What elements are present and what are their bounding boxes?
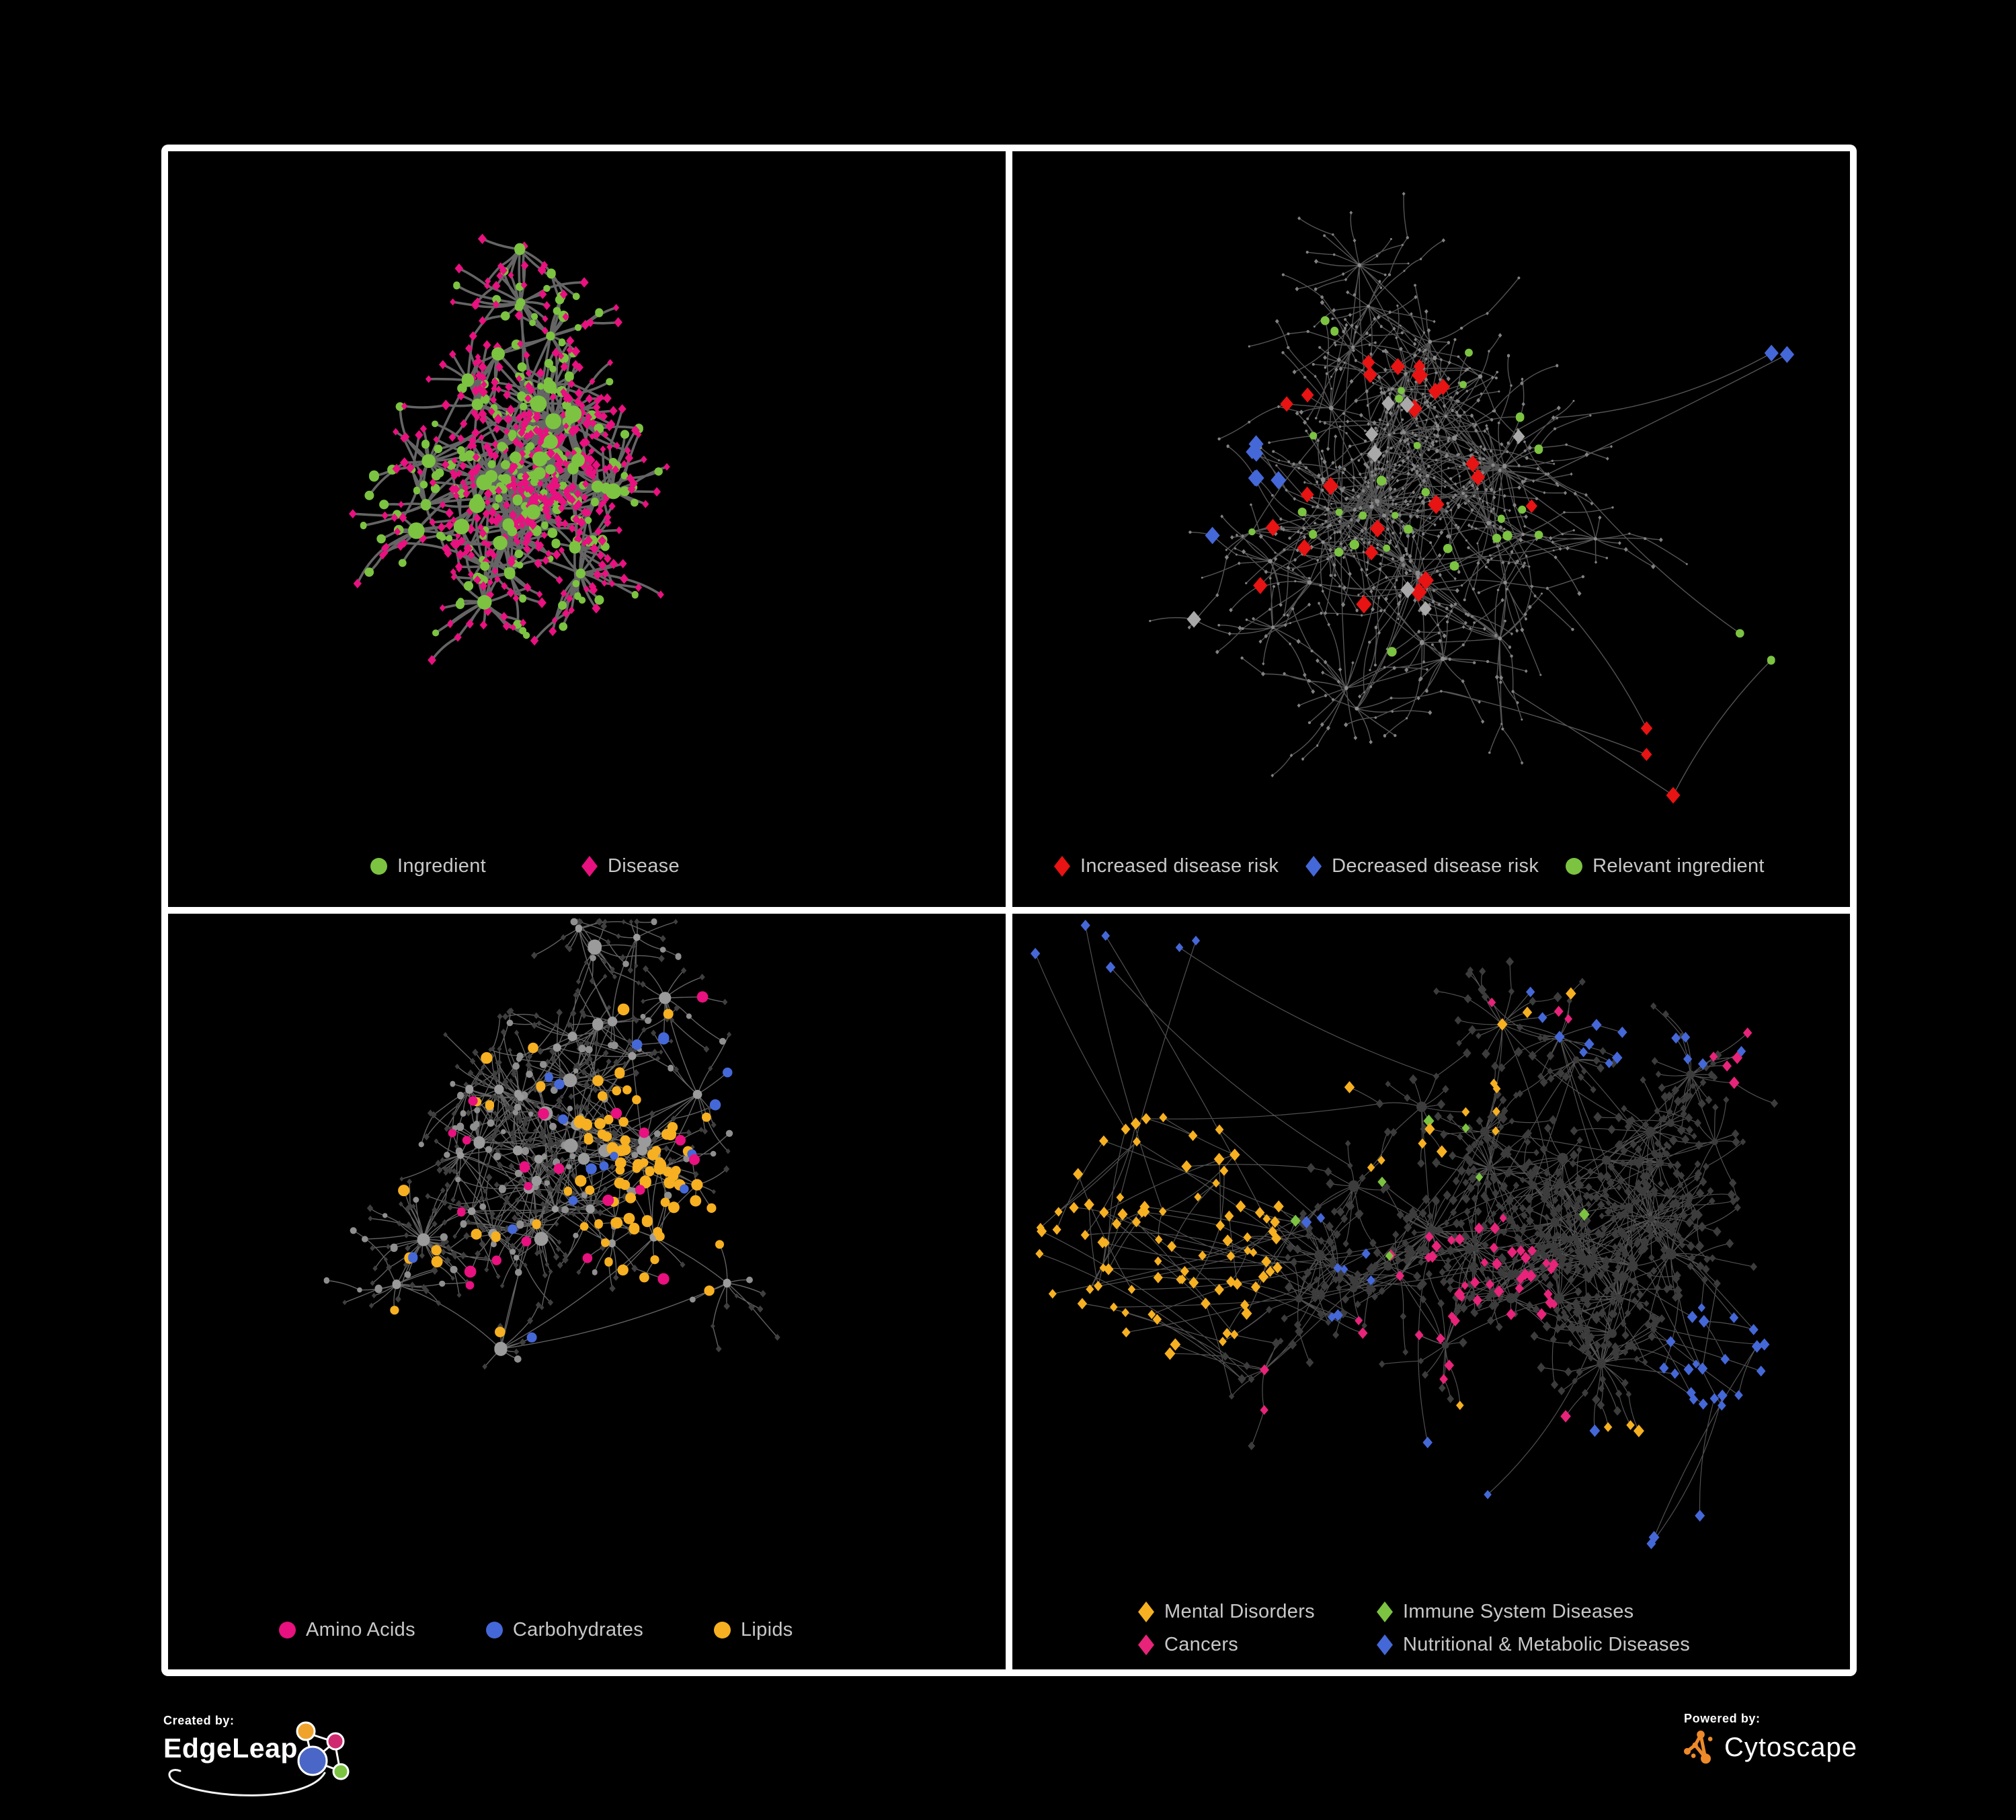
edgeleap-node-pink: [326, 1732, 345, 1751]
legend-item-cancers: Cancers: [1138, 1634, 1315, 1656]
legend-label: Relevant ingredient: [1592, 855, 1765, 877]
nutrient-classes-network-graph: [323, 918, 780, 1370]
legend-label: Immune System Diseases: [1403, 1601, 1634, 1622]
legend-item-ingredient: Ingredient: [370, 855, 486, 877]
legend-item-mental-disorders: Mental Disorders: [1138, 1601, 1315, 1623]
cytoscape-logo-icon: [1684, 1731, 1713, 1764]
carbohydrates-circle-swatch-icon: [485, 1622, 503, 1638]
lipids-circle-swatch-icon: [714, 1622, 731, 1638]
relevant-ingredient-circle-swatch-icon: [1566, 858, 1583, 875]
ingredient-disease-legend: Ingredient Disease: [370, 855, 680, 877]
disease-risk-legend: Increased disease risk Decreased disease …: [1054, 855, 1765, 877]
legend-item-nutritional-metabolic-diseases: Nutritional & Metabolic Diseases: [1377, 1634, 1690, 1656]
legend-item-amino-acids: Amino Acids: [279, 1619, 415, 1641]
legend-item-disease: Disease: [581, 855, 680, 877]
powered-by-label: Powered by:: [1684, 1712, 1761, 1725]
legend-label: Increased disease risk: [1080, 855, 1279, 877]
increased-disease-risk-diamond-swatch-icon: [1054, 856, 1070, 877]
disease-categories-legend: Mental Disorders Immune System Diseases Ca…: [1138, 1601, 1690, 1656]
edgeleap-wordmark: EdgeLeap: [163, 1733, 298, 1764]
disease-diamond-swatch-icon: [581, 856, 598, 877]
legend-label: Amino Acids: [306, 1619, 415, 1640]
created-by-label: Created by:: [163, 1714, 235, 1727]
legend-label: Carbohydrates: [512, 1619, 643, 1640]
ingredient-circle-swatch-icon: [370, 858, 387, 875]
legend-label: Decreased disease risk: [1332, 855, 1539, 877]
decreased-disease-risk-diamond-swatch-icon: [1305, 856, 1322, 877]
amino-acids-circle-swatch-icon: [279, 1622, 296, 1638]
panel-disease-categories: Mental Disorders Immune System Diseases Ca…: [1012, 914, 1850, 1669]
immune-system-diseases-diamond-swatch-icon: [1377, 1601, 1393, 1622]
ingredient-disease-network-graph: [349, 233, 670, 666]
network-panels-grid: Ingredient Disease Increased disease risk…: [161, 145, 1857, 1676]
panel-ingredient-disease: Ingredient Disease: [168, 151, 1006, 907]
edgeleap-node-green: [332, 1763, 350, 1780]
legend-label: Mental Disorders: [1164, 1601, 1315, 1622]
legend-label: Lipids: [741, 1619, 793, 1640]
disease-risk-network-graph: [1149, 192, 1795, 804]
legend-label: Nutritional & Metabolic Diseases: [1403, 1634, 1691, 1655]
cancers-diamond-swatch-icon: [1138, 1634, 1154, 1655]
legend-item-decreased-disease-risk: Decreased disease risk: [1305, 855, 1539, 877]
legend-item-immune-system-diseases: Immune System Diseases: [1377, 1601, 1690, 1623]
cytoscape-wordmark: Cytoscape: [1724, 1732, 1857, 1762]
edgeleap-swoosh: [168, 1769, 326, 1796]
legend-item-carbohydrates: Carbohydrates: [485, 1619, 643, 1641]
legend-label: Cancers: [1164, 1634, 1239, 1655]
edgeleap-credit: Created by: EdgeLeap: [163, 1714, 395, 1815]
legend-item-increased-disease-risk: Increased disease risk: [1054, 855, 1279, 877]
nutrient-classes-legend: Amino Acids Carbohydrates Lipids: [279, 1619, 793, 1641]
panel-nutrient-classes: Amino Acids Carbohydrates Lipids: [168, 914, 1006, 1669]
legend-item-lipids: Lipids: [714, 1619, 793, 1641]
panel-disease-risk: Increased disease risk Decreased disease …: [1012, 151, 1850, 907]
edgeleap-node-blue: [297, 1745, 328, 1776]
legend-item-relevant-ingredient: Relevant ingredient: [1566, 855, 1765, 877]
nutritional-metabolic-diseases-diamond-swatch-icon: [1377, 1634, 1393, 1655]
mental-disorders-diamond-swatch-icon: [1138, 1601, 1154, 1622]
disease-categories-network-graph: [1031, 920, 1779, 1550]
cytoscape-credit: Powered by: Cytoscape: [1684, 1712, 1857, 1766]
legend-label: Ingredient: [397, 855, 486, 877]
legend-label: Disease: [608, 855, 680, 877]
